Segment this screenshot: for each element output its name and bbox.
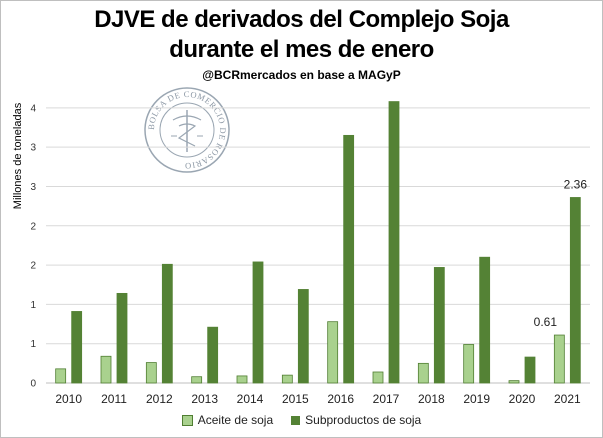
x-tick-label: 2013 [191, 392, 218, 406]
x-tick-label: 2016 [327, 392, 354, 406]
x-tick-label: 2012 [146, 392, 173, 406]
bar-aceite-2021 [553, 334, 565, 384]
x-tick-label: 2019 [463, 392, 490, 406]
bar-subproductos-2016 [343, 134, 355, 384]
bar-subproductos-2011 [116, 292, 128, 384]
bar-aceite-2012 [145, 362, 157, 384]
data-label: 2.36 [564, 177, 588, 191]
legend-label-subproductos: Subproductos de soja [305, 413, 422, 427]
bar-aceite-2013 [191, 376, 203, 384]
x-tick-label: 2017 [373, 392, 400, 406]
chart-subtitle: @BCRmercados en base a MAGyP [202, 68, 401, 82]
x-tick-label: 2014 [237, 392, 264, 406]
bar-aceite-2020 [508, 380, 520, 384]
y-tick-label: 0 [30, 379, 36, 390]
x-tick-label: 2018 [418, 392, 445, 406]
bar-subproductos-2013 [207, 326, 219, 384]
bar-subproductos-2012 [161, 263, 173, 384]
data-label: 0.61 [534, 315, 558, 329]
bar-aceite-2019 [463, 344, 475, 384]
bar-subproductos-2019 [479, 256, 491, 384]
y-tick-label: 3 [30, 143, 36, 154]
x-tick-label: 2011 [101, 392, 127, 406]
bar-subproductos-2021 [569, 197, 581, 384]
bar-aceite-2015 [281, 374, 293, 384]
legend-item-subproductos: Subproductos de soja [291, 413, 421, 427]
x-tick-label: 2020 [509, 392, 536, 406]
legend-item-aceite: Aceite de soja [181, 413, 274, 427]
x-tick-label: 2015 [282, 392, 309, 406]
legend-swatch-subproductos [291, 415, 301, 425]
y-tick-label: 2 [30, 261, 36, 272]
bar-subproductos-2017 [388, 101, 400, 384]
bar-aceite-2017 [372, 371, 384, 384]
x-tick-label: 2021 [554, 392, 581, 406]
bar-aceite-2010 [55, 368, 67, 384]
legend: Aceite de soja Subproductos de soja [0, 413, 603, 427]
bar-subproductos-2015 [297, 289, 309, 384]
bar-aceite-2018 [417, 362, 429, 384]
x-tick-label: 2010 [55, 392, 82, 406]
chart-title-line1: DJVE de derivados del Complejo Soja [94, 6, 509, 33]
bar-aceite-2011 [100, 355, 112, 384]
bar-subproductos-2018 [433, 267, 445, 384]
y-tick-label: 1 [30, 300, 36, 311]
chart-title-line2: durante el mes de enero [169, 36, 434, 63]
bar-aceite-2014 [236, 375, 248, 384]
bar-aceite-2016 [327, 321, 339, 384]
y-tick-label: 2 [30, 221, 36, 232]
bcr-seal-logo: BOLSA DE COMERCIO DE ROSARIO [144, 87, 230, 173]
y-tick-label: 1 [30, 339, 36, 350]
bar-subproductos-2010 [71, 311, 83, 384]
legend-label-aceite: Aceite de soja [197, 413, 274, 427]
bar-subproductos-2014 [252, 261, 264, 384]
y-tick-label: 3 [30, 182, 36, 193]
bar-subproductos-2020 [524, 356, 536, 384]
y-tick-label: 4 [30, 103, 36, 114]
legend-swatch-aceite [181, 414, 193, 426]
